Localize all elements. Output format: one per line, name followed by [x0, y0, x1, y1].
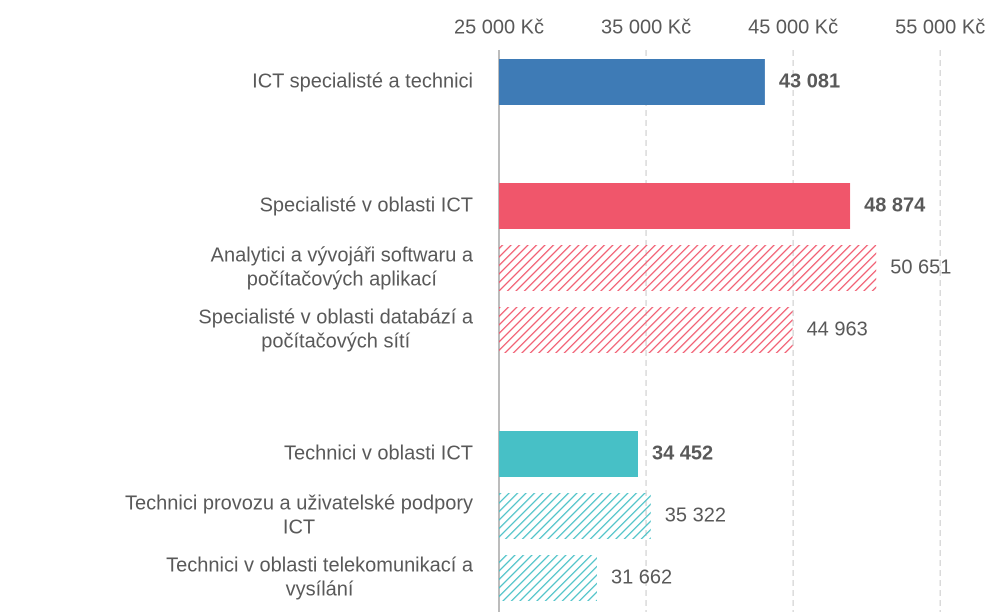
data-label: 43 081	[779, 70, 840, 92]
category-label: Technici provozu a uživatelské podpory	[125, 492, 473, 514]
data-label: 35 322	[665, 504, 726, 526]
bar	[499, 245, 877, 291]
category-label: Specialisté v oblasti databází a	[198, 306, 473, 328]
data-label: 34 452	[652, 442, 713, 464]
category-label: ICT	[283, 516, 315, 538]
category-label: Specialisté v oblasti ICT	[260, 194, 473, 216]
x-tick-label: 55 000 Kč	[895, 16, 985, 38]
category-label: počítačových sítí	[261, 330, 410, 352]
data-label: 48 874	[864, 194, 926, 216]
data-label: 44 963	[807, 318, 868, 340]
category-label: Technici v oblasti ICT	[284, 442, 473, 464]
category-label: vysílání	[286, 578, 354, 600]
bar	[499, 59, 765, 105]
data-label: 31 662	[611, 566, 672, 588]
category-label: počítačových aplikací	[247, 268, 438, 290]
bar	[499, 307, 793, 353]
x-tick-label: 35 000 Kč	[601, 16, 691, 38]
category-label: ICT specialisté a technici	[252, 70, 473, 92]
x-tick-label: 25 000 Kč	[454, 16, 544, 38]
bar	[499, 183, 851, 229]
bar	[499, 431, 638, 477]
category-label: Technici v oblasti telekomunikací a	[166, 554, 474, 576]
category-label: Analytici a vývojáři softwaru a	[211, 244, 474, 266]
bar	[499, 493, 651, 539]
x-tick-label: 45 000 Kč	[748, 16, 838, 38]
bar	[499, 555, 597, 601]
data-label: 50 651	[890, 256, 951, 278]
